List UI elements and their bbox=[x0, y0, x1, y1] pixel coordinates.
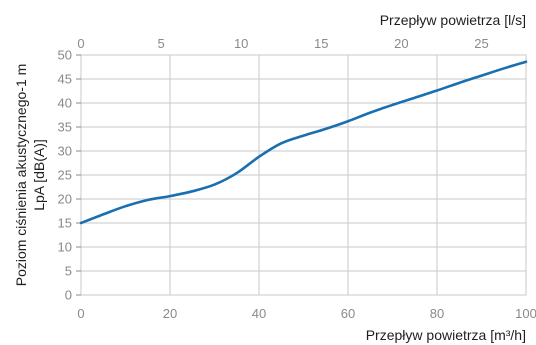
x-tick-label: 0 bbox=[77, 306, 84, 321]
y-tick-label: 0 bbox=[65, 288, 72, 303]
y-tick-label: 40 bbox=[58, 96, 72, 111]
series bbox=[79, 60, 528, 225]
y-tick-label: 25 bbox=[58, 168, 72, 183]
x-tick-label: 20 bbox=[163, 306, 177, 321]
x2-axis-title: Przepływ powietrza [l/s] bbox=[380, 12, 526, 28]
y-axis-title-line1: Poziom ciśnienia akustycznego-1 m bbox=[13, 64, 29, 287]
x-tick-label: 100 bbox=[515, 306, 536, 321]
x-tick-labels: 0 20 40 60 80 100 bbox=[77, 306, 536, 321]
x2-tick-label: 25 bbox=[474, 36, 488, 51]
x-tick-label: 80 bbox=[430, 306, 444, 321]
y-tick-labels: 0 5 10 15 20 25 30 35 40 45 50 bbox=[58, 48, 81, 303]
y-tick-label: 5 bbox=[65, 264, 72, 279]
y-tick-label: 15 bbox=[58, 216, 72, 231]
series-line bbox=[79, 60, 528, 225]
x-axis-title: Przepływ powietrza [m³/h] bbox=[366, 327, 526, 343]
x2-tick-label: 15 bbox=[314, 36, 328, 51]
x-tick-label: 60 bbox=[341, 306, 355, 321]
y-tick-label: 30 bbox=[58, 144, 72, 159]
x2-tick-label: 10 bbox=[234, 36, 248, 51]
grid bbox=[81, 55, 526, 295]
x-tick-label: 40 bbox=[252, 306, 266, 321]
y-axis-title-line2: LpA [dB(A)] bbox=[31, 139, 47, 211]
y-tick-label: 45 bbox=[58, 72, 72, 87]
x2-tick-label: 0 bbox=[77, 36, 84, 51]
x2-tick-labels: 0 5 10 15 20 25 bbox=[77, 36, 488, 51]
y-tick-label: 20 bbox=[58, 192, 72, 207]
y-tick-label: 35 bbox=[58, 120, 72, 135]
x2-tick-label: 20 bbox=[394, 36, 408, 51]
y-tick-label: 50 bbox=[58, 48, 72, 63]
x2-tick-label: 5 bbox=[157, 36, 164, 51]
y-tick-label: 10 bbox=[58, 240, 72, 255]
